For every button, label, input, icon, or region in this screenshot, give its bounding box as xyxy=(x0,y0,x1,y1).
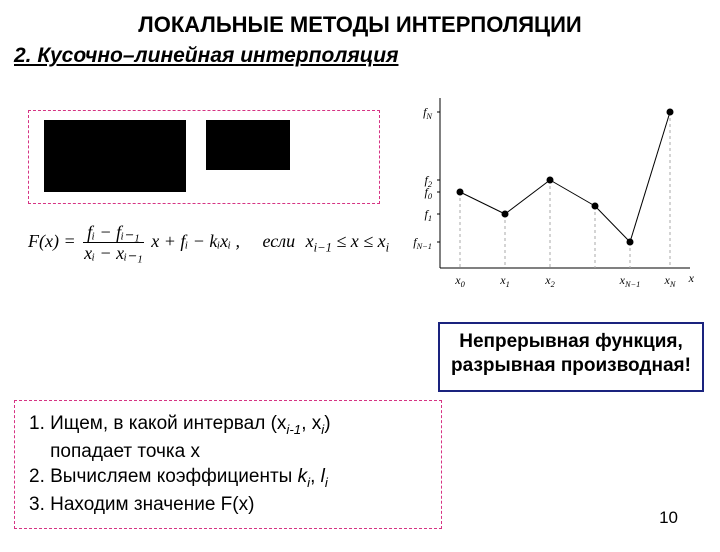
svg-text:xN−1: xN−1 xyxy=(619,273,641,289)
algo-step-1: 1. Ищем, в какой интервал (xi-1, xi) xyxy=(29,411,427,439)
formula-if: если xyxy=(263,231,296,251)
formula-fraction: fᵢ − fᵢ₋₁ xᵢ − xᵢ₋₁ xyxy=(80,222,147,264)
interpolation-formula: F(x) = fᵢ − fᵢ₋₁ xᵢ − xᵢ₋₁ x + fᵢ − kᵢxᵢ… xyxy=(28,222,408,264)
hidden-block-2 xyxy=(206,120,290,170)
note-box: Непрерывная функция, разрывная производн… xyxy=(438,322,704,392)
formula-tail: x + fᵢ − kᵢxᵢ , xyxy=(151,231,240,251)
page-title: ЛОКАЛЬНЫЕ МЕТОДЫ ИНТЕРПОЛЯЦИИ xyxy=(0,12,720,38)
svg-text:xN: xN xyxy=(664,273,676,289)
svg-text:x2: x2 xyxy=(544,273,555,289)
svg-text:x: x xyxy=(688,271,695,285)
svg-text:fN−1: fN−1 xyxy=(413,235,432,251)
note-line2: разрывная производная! xyxy=(451,355,691,376)
algo-step-2: 2. Вычисляем коэффициенты ki, li xyxy=(29,464,427,492)
slide-number: 10 xyxy=(659,508,678,528)
svg-text:x1: x1 xyxy=(499,273,510,289)
interpolation-chart: fNf2f0f1fN−1x0x1x2xN−1xNx xyxy=(400,88,700,303)
svg-text:x0: x0 xyxy=(454,273,465,289)
formula-denominator: xᵢ − xᵢ₋₁ xyxy=(80,243,147,263)
formula-numerator: fᵢ − fᵢ₋₁ xyxy=(83,222,144,243)
algo-step-3: 3. Находим значение F(x) xyxy=(29,492,427,518)
hidden-block-1 xyxy=(44,120,186,192)
note-line1: Непрерывная функция, xyxy=(459,331,683,352)
formula-lhs: F(x) = xyxy=(28,231,80,251)
svg-text:f1: f1 xyxy=(424,207,432,223)
formula-cond: xi−1 ≤ x ≤ xi xyxy=(306,231,390,251)
svg-text:fN: fN xyxy=(423,105,432,121)
algorithm-box: 1. Ищем, в какой интервал (xi-1, xi) поп… xyxy=(14,400,442,529)
page-subtitle: 2. Кусочно–линейная интерполяция xyxy=(14,44,720,68)
algo-step-1b: попадает точка x xyxy=(29,439,427,465)
